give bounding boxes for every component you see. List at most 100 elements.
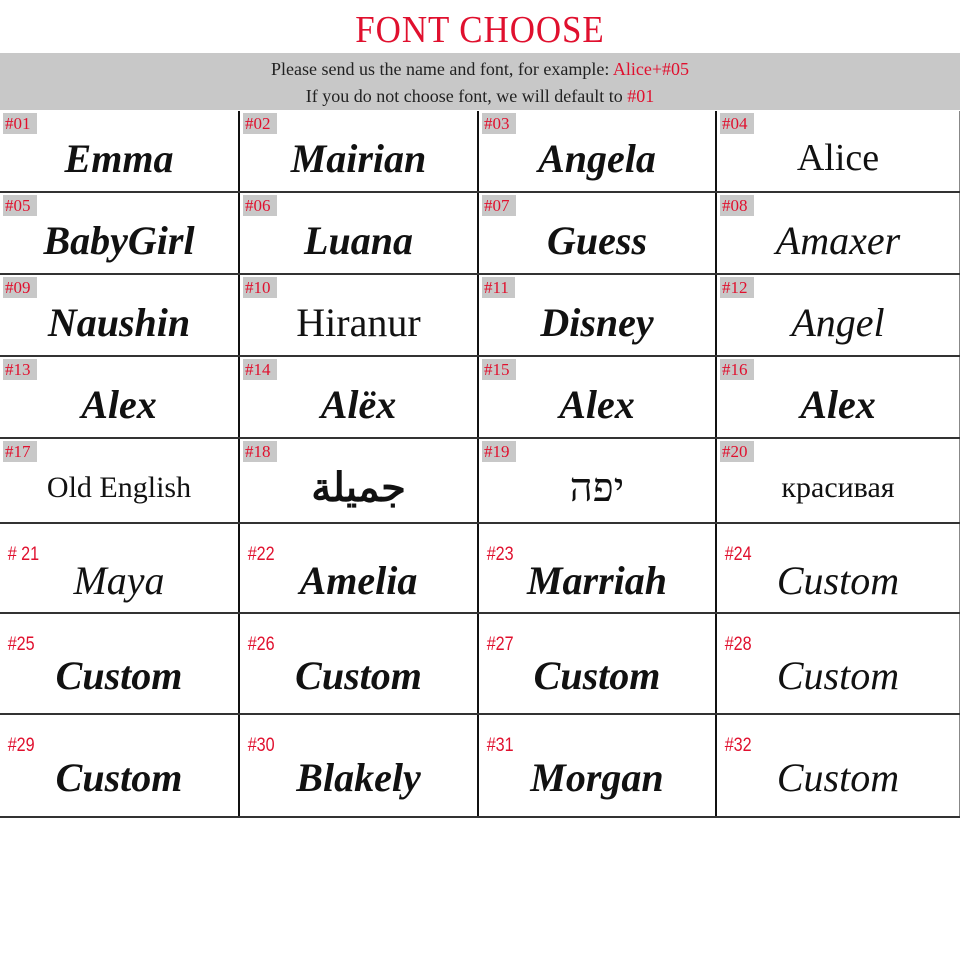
font-number: #19 [482,441,516,462]
font-sample: Naushin [47,299,191,345]
font-sample: Amelia [299,557,418,603]
font-option: #12 Angel [717,275,960,355]
instruction-line-1: Please send us the name and font, for ex… [0,56,960,83]
font-number: #15 [482,359,516,380]
font-number: #20 [720,441,754,462]
font-option: #23 Marriah [479,524,717,612]
font-number: # 21 [7,544,40,565]
font-option: #03 Angela [479,111,717,191]
font-option: #15 Alex [479,357,717,437]
font-sample: Custom [295,653,422,698]
font-option: #29 Custom [0,715,240,816]
font-sample: Alëx [320,381,397,427]
instruction-line-2: If you do not choose font, we will defau… [0,83,960,110]
font-option: #16 Alex [717,357,960,437]
font-row: #29 Custom #30 Blakely #31 Morgan #32 Custom [0,715,960,818]
font-number: #03 [482,113,516,134]
font-number: #22 [247,544,275,565]
font-sample: Custom [533,653,661,698]
font-sample: Disney [540,299,654,345]
font-row: # 21 Maya #22 Amelia #23 Marriah #24 Custom [0,524,960,614]
font-sample: Angela [538,135,656,181]
font-option: #20 красивая [717,439,960,522]
default-font-text: #01 [627,86,655,106]
font-option: #32 Custom [717,715,960,816]
font-number: #09 [3,277,37,298]
font-number: #18 [243,441,277,462]
font-number: #28 [724,634,752,655]
font-number: #23 [486,544,514,565]
font-number: #10 [243,277,277,298]
font-option: #18 جميلة [240,439,479,522]
font-number: #30 [247,735,275,756]
font-option: #28 Custom [717,614,960,713]
font-number: #32 [724,735,752,756]
font-sample: Marriah [526,557,668,603]
font-sample: Custom [55,653,183,698]
font-option: #27 Custom [479,614,717,713]
font-row: #01 Emma #02 Mairian #03 Angela #04 Alice [0,111,960,193]
font-sample: Alex [81,381,157,427]
font-option: #11 Disney [479,275,717,355]
instruction-text: If you do not choose font, we will defau… [305,86,628,106]
font-number: #01 [3,113,37,134]
font-number: #08 [720,195,754,216]
font-sample: יפה [569,465,625,510]
instruction-text: Please send us the name and font, for ex… [270,59,613,79]
font-option: #17 Old English [0,439,240,522]
font-number: #26 [247,634,275,655]
font-sample: Old English [46,470,192,504]
font-number: #12 [720,277,754,298]
font-option: #10 Hiranur [240,275,479,355]
font-option: #01 Emma [0,111,240,191]
font-sample: Custom [776,755,900,800]
font-row: #25 Custom #26 Custom #27 Custom #28 Custom [0,614,960,715]
font-sample: Alex [800,381,876,427]
font-number: #05 [3,195,37,216]
font-row: #17 Old English #18 جميلة #19 יפה #20 красивая [0,439,960,524]
font-number: #31 [486,735,514,756]
font-option: #02 Mairian [240,111,479,191]
font-option: #24 Custom [717,524,960,612]
font-sample: Maya [73,557,165,603]
font-option: #05 BabyGirl [0,193,240,273]
font-option: #19 יפה [479,439,717,522]
font-number: #14 [243,359,277,380]
font-number: #13 [3,359,37,380]
font-number: #24 [724,544,752,565]
font-sample: جميلة [311,465,406,510]
font-option: #09 Naushin [0,275,240,355]
font-sample: Hiranur [296,299,421,345]
example-text: Alice+#05 [612,59,690,79]
font-sample: Emma [64,135,174,181]
font-sample: Mairian [290,135,427,181]
font-sample: Custom [776,653,900,698]
font-number: #25 [7,634,35,655]
font-row: #09 Naushin #10 Hiranur #11 Disney #12 Angel [0,275,960,357]
font-number: #29 [7,735,35,756]
font-sample: Alex [559,381,635,427]
font-row: #13 Alex #14 Alëx #15 Alex #16 Alex [0,357,960,439]
font-row: #05 BabyGirl #06 Luana #07 Guess #08 Amaxer [0,193,960,275]
font-option: #04 Alice [717,111,960,191]
font-number: #07 [482,195,516,216]
font-sample: Morgan [530,755,664,800]
font-sample: Custom [55,755,183,800]
font-sample: Blakely [296,755,421,800]
font-option: #25 Custom [0,614,240,713]
font-option: #26 Custom [240,614,479,713]
page-title: FONT CHOOSE [355,9,605,51]
font-option: #06 Luana [240,193,479,273]
font-option: #31 Morgan [479,715,717,816]
font-option: # 21 Maya [0,524,240,612]
font-sample: красивая [781,470,895,504]
font-option: #30 Blakely [240,715,479,816]
font-sample: Alice [796,137,880,179]
font-option: #08 Amaxer [717,193,960,273]
font-number: #02 [243,113,277,134]
font-sample: Luana [304,217,413,263]
font-option: #07 Guess [479,193,717,273]
font-sample: Amaxer [775,217,901,263]
font-sample: BabyGirl [43,217,195,263]
font-number: #27 [486,634,514,655]
